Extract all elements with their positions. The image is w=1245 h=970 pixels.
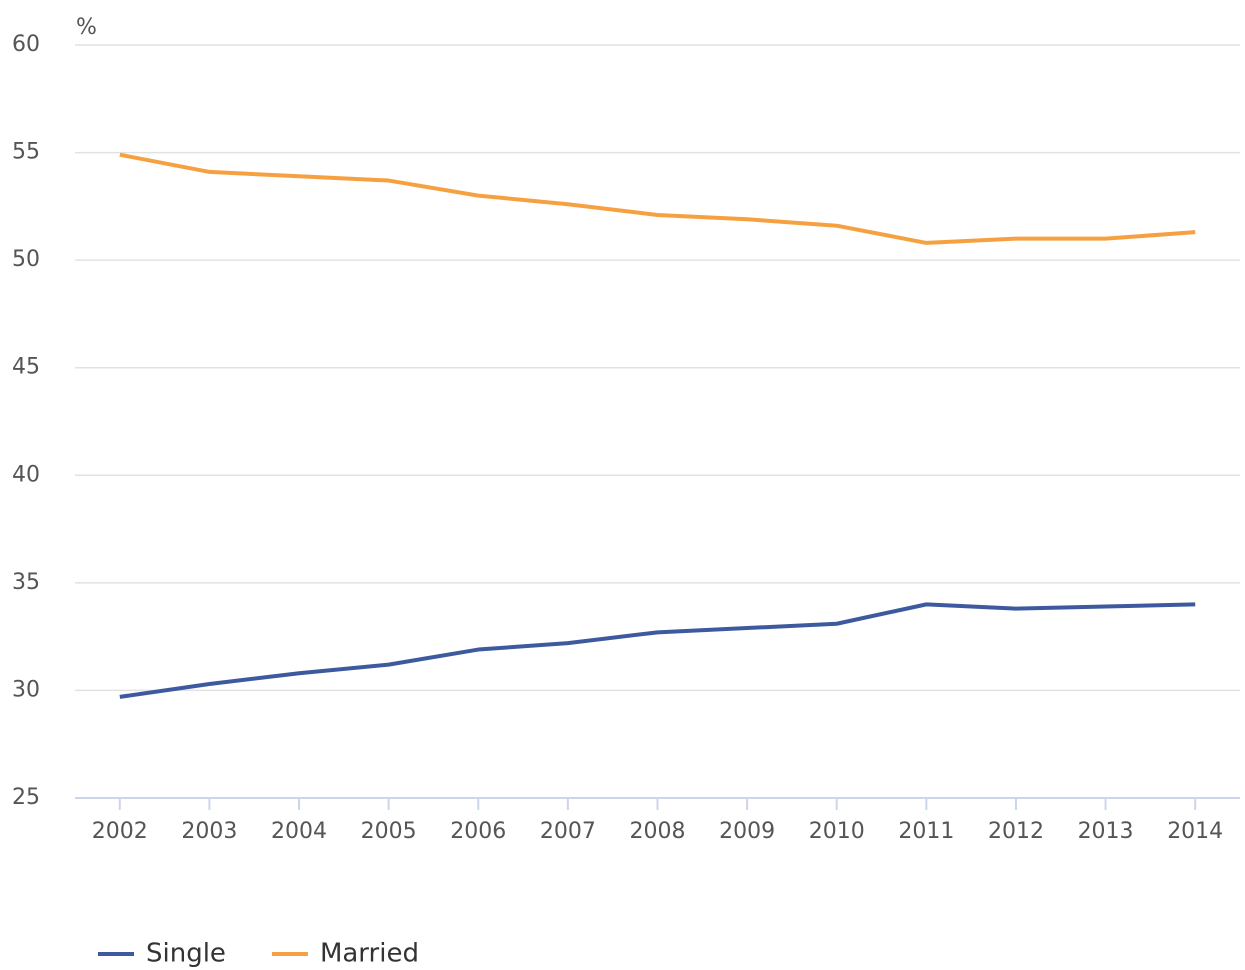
x-tick-label: 2010 — [809, 819, 865, 844]
x-tick-label: 2013 — [1078, 819, 1134, 844]
series-line — [119, 152, 1196, 245]
y-tick-label: 30 — [12, 677, 40, 702]
x-tick-label: 2007 — [540, 819, 596, 844]
y-tick-label: 50 — [12, 247, 40, 272]
x-tick-label: 2008 — [630, 819, 686, 844]
y-tick-label: 25 — [12, 785, 40, 810]
x-tick-label: 2014 — [1167, 819, 1223, 844]
y-axis-label: % — [76, 15, 97, 40]
y-tick-label: 45 — [12, 355, 40, 380]
x-tick-label: 2006 — [450, 819, 506, 844]
legend-label: Single — [146, 939, 226, 969]
x-tick-label: 2004 — [271, 819, 327, 844]
x-tick-label: 2011 — [898, 819, 954, 844]
legend-label: Married — [320, 939, 419, 969]
x-tick-label: 2005 — [361, 819, 417, 844]
x-tick-label: 2002 — [92, 819, 148, 844]
y-tick-label: 60 — [12, 32, 40, 57]
series-line — [119, 602, 1196, 699]
x-tick-label: 2003 — [181, 819, 237, 844]
x-tick-label: 2012 — [988, 819, 1044, 844]
y-tick-label: 40 — [12, 462, 40, 487]
x-tick-label: 2009 — [719, 819, 775, 844]
y-tick-label: 55 — [12, 140, 40, 165]
y-tick-label: 35 — [12, 570, 40, 595]
